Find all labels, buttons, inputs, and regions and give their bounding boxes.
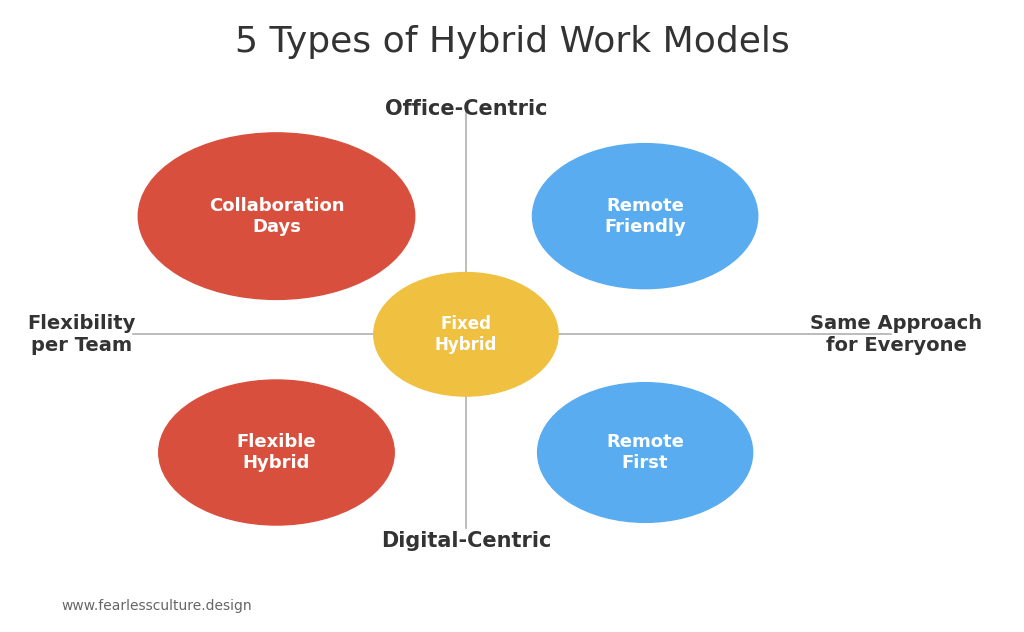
Text: Flexible
Hybrid: Flexible Hybrid (237, 433, 316, 472)
Text: Fixed
Hybrid: Fixed Hybrid (435, 315, 497, 354)
Text: Culture: Culture (805, 590, 873, 608)
Ellipse shape (159, 380, 394, 525)
Text: Office-Centric: Office-Centric (385, 99, 547, 119)
Text: Remote
First: Remote First (606, 433, 684, 472)
Ellipse shape (374, 272, 558, 396)
Text: Collaboration
Days: Collaboration Days (209, 197, 344, 236)
Ellipse shape (538, 382, 753, 522)
Text: Remote
Friendly: Remote Friendly (604, 197, 686, 236)
Text: Fearless: Fearless (800, 565, 879, 583)
Text: www.fearlessculture.design: www.fearlessculture.design (61, 599, 252, 613)
Text: Digital-Centric: Digital-Centric (381, 531, 551, 551)
Text: Flexibility
per Team: Flexibility per Team (28, 314, 136, 355)
Text: 5 Types of Hybrid Work Models: 5 Types of Hybrid Work Models (234, 25, 790, 59)
Text: Same Approach
for Everyone: Same Approach for Everyone (810, 314, 982, 355)
Ellipse shape (532, 143, 758, 289)
Ellipse shape (138, 133, 415, 300)
